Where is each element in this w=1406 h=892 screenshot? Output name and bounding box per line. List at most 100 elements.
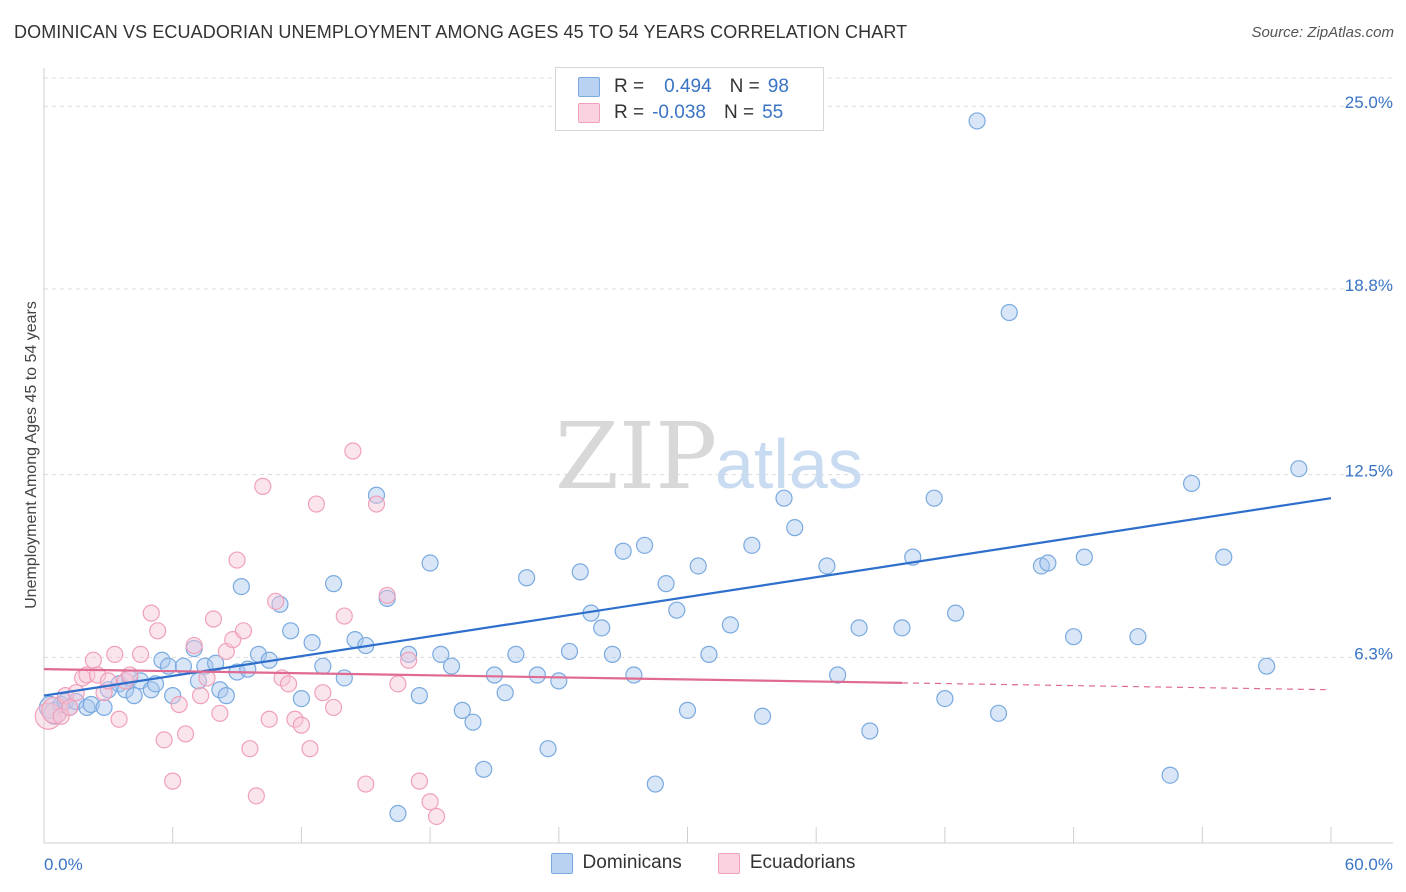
ecuadorians-point xyxy=(400,651,418,669)
ecuadorians-point xyxy=(335,607,353,625)
dominicans-point xyxy=(1075,548,1093,566)
dominicans-point xyxy=(432,645,450,663)
dominicans-point xyxy=(539,740,557,758)
ecuadorians-trend-line xyxy=(43,668,903,684)
ecuadorians-point xyxy=(421,793,439,811)
ecuadorians-point xyxy=(170,695,188,714)
ecuadorians-point xyxy=(204,610,223,628)
dominicans-point xyxy=(829,666,847,684)
dominicans-point xyxy=(485,666,504,684)
dominicans-point xyxy=(1161,766,1179,784)
dominicans-point xyxy=(678,701,697,719)
ecuadorians-point xyxy=(427,807,446,826)
dominicans-point xyxy=(689,557,707,575)
legend-r-value: 0.494 xyxy=(664,76,712,97)
dominicans-point xyxy=(861,722,879,740)
dominicans-point xyxy=(232,577,250,596)
dominicans-point xyxy=(410,687,428,705)
dominicans-point xyxy=(453,701,471,719)
ecuadorians-point xyxy=(389,675,407,693)
legend-swatch-ecuadorians xyxy=(717,852,740,874)
dominicans-point xyxy=(82,695,100,714)
ecuadorians-point xyxy=(378,586,396,605)
x-tick-label-min: 0.0% xyxy=(44,855,83,874)
dominicans-point xyxy=(464,713,482,731)
watermark-atlas: atlas xyxy=(715,425,863,503)
dominicans-point xyxy=(593,619,611,637)
y-tick-label: 25.0% xyxy=(1345,93,1393,112)
dominicans-point xyxy=(95,698,113,717)
ecuadorians-point xyxy=(110,710,128,728)
legend-swatch-dominicans xyxy=(550,852,573,874)
dominicans-point xyxy=(603,645,622,663)
ecuadorians-point xyxy=(254,477,272,495)
x-tick-label-max: 60.0% xyxy=(1345,855,1393,874)
dominicans-point xyxy=(1129,628,1147,646)
legend-r-label: R = xyxy=(614,76,645,97)
dominicans-point xyxy=(1000,303,1018,322)
dominicans-point xyxy=(786,519,804,537)
dominicans-point xyxy=(1290,460,1308,478)
legend-n-value: 55 xyxy=(762,102,784,123)
dominicans-point xyxy=(528,666,546,684)
dominicans-point xyxy=(700,645,718,663)
dominicans-point xyxy=(282,622,300,640)
ecuadorians-point xyxy=(61,698,79,717)
dominicans-point xyxy=(507,645,525,663)
ecuadorians-point xyxy=(286,710,304,728)
legend-label-ecuadorians: Ecuadorians xyxy=(749,852,856,873)
ecuadorians-point xyxy=(292,716,310,734)
dominicans-point xyxy=(367,486,386,504)
ecuadorians-point xyxy=(41,696,69,724)
dominicans-point xyxy=(775,489,793,507)
dominicans-point xyxy=(292,689,310,708)
dominicans-point xyxy=(1182,474,1201,493)
ecuadorians-point xyxy=(267,592,285,610)
dominicans-point xyxy=(925,489,943,507)
dominicans-point xyxy=(1215,548,1233,566)
dominicans-point xyxy=(496,684,514,702)
legend-row-ecuadorians: R = -0.038 N = 55 xyxy=(578,101,783,125)
gridlines xyxy=(44,77,1393,658)
dominicans-point xyxy=(936,689,954,708)
legend-item-dominicans[interactable]: Dominicans xyxy=(550,852,682,874)
dominicans-point xyxy=(1039,554,1057,572)
ecuadorians-point xyxy=(247,787,265,805)
dominicans-point xyxy=(657,575,675,593)
ecuadorians-point xyxy=(211,704,229,722)
legend-r-value: -0.038 xyxy=(652,102,706,123)
y-tick-labels: 6.3% 12.5% 18.8% 25.0% xyxy=(1345,93,1393,663)
ecuadorians-point xyxy=(164,772,182,790)
chart-source: Source: ZipAtlas.com xyxy=(1251,24,1394,41)
legend-row-dominicans: R = 0.494 N = 98 xyxy=(578,75,789,99)
dominicans-point xyxy=(625,666,643,684)
y-tick-label: 6.3% xyxy=(1354,644,1393,663)
trend-lines xyxy=(43,497,1332,697)
dominicans-point xyxy=(475,760,493,778)
dominicans-point xyxy=(125,687,143,705)
dominicans-point xyxy=(153,651,171,669)
dominicans-point xyxy=(614,542,632,560)
ecuadorians-point xyxy=(131,645,150,663)
ecuadorians-point xyxy=(357,775,375,793)
series-legend: Dominicans Ecuadorians xyxy=(0,852,1406,874)
legend-n-label: N = xyxy=(723,102,755,123)
dominicans-point xyxy=(947,604,965,622)
ecuadorians-point xyxy=(324,698,343,717)
ecuadorians-point xyxy=(314,684,332,702)
ecuadorians-point xyxy=(410,772,428,790)
dominicans-point xyxy=(1064,628,1083,646)
legend-item-ecuadorians[interactable]: Ecuadorians xyxy=(717,852,856,874)
ecuadorians-point xyxy=(52,707,70,725)
stats-legend: R = 0.494 N = 98 R = -0.038 N = 55 xyxy=(555,67,824,131)
dominicans-point xyxy=(164,687,182,705)
ecuadorians-point xyxy=(106,645,124,663)
dominicans-point xyxy=(442,657,461,675)
legend-swatch-dominicans xyxy=(578,77,600,97)
dominicans-point xyxy=(560,642,579,661)
ecuadorians-point xyxy=(279,675,298,693)
dominicans-point xyxy=(850,619,868,637)
dominicans-point xyxy=(324,575,343,593)
y-tick-label: 18.8% xyxy=(1345,276,1393,295)
